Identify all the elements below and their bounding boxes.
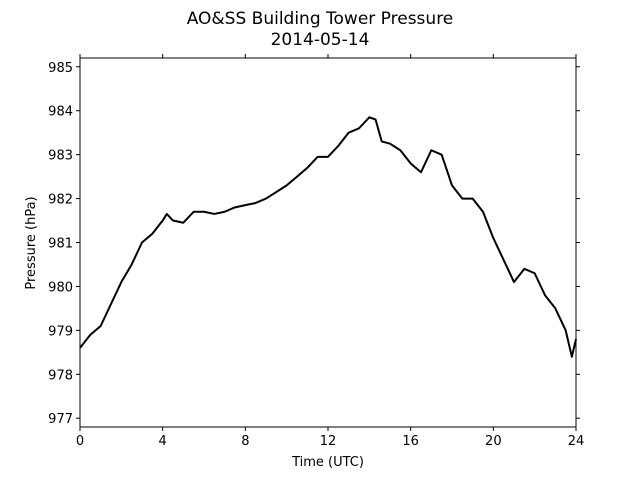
y-tick-label: 977 — [48, 412, 73, 427]
x-tick-label: 12 — [320, 434, 337, 449]
y-tick-label: 985 — [48, 61, 73, 76]
x-tick-label: 8 — [241, 434, 249, 449]
y-tick-label: 981 — [48, 237, 73, 252]
y-tick-label: 980 — [48, 280, 73, 295]
y-axis-label: Pressure (hPa) — [24, 196, 39, 289]
x-tick-label: 20 — [485, 434, 502, 449]
y-tick-label: 982 — [48, 193, 73, 208]
x-tick-label: 4 — [159, 434, 167, 449]
x-tick-label: 24 — [568, 434, 585, 449]
x-tick-label: 0 — [76, 434, 84, 449]
chart-subtitle: 2014-05-14 — [271, 30, 370, 50]
x-tick-label: 16 — [402, 434, 419, 449]
y-tick-label: 983 — [48, 149, 73, 164]
y-tick-label: 979 — [48, 324, 73, 339]
x-axis-label: Time (UTC) — [291, 455, 364, 470]
y-tick-label: 984 — [48, 105, 73, 120]
line — [79, 116, 577, 358]
chart-title: AO&SS Building Tower Pressure — [187, 9, 454, 29]
y-tick-label: 978 — [48, 368, 73, 383]
